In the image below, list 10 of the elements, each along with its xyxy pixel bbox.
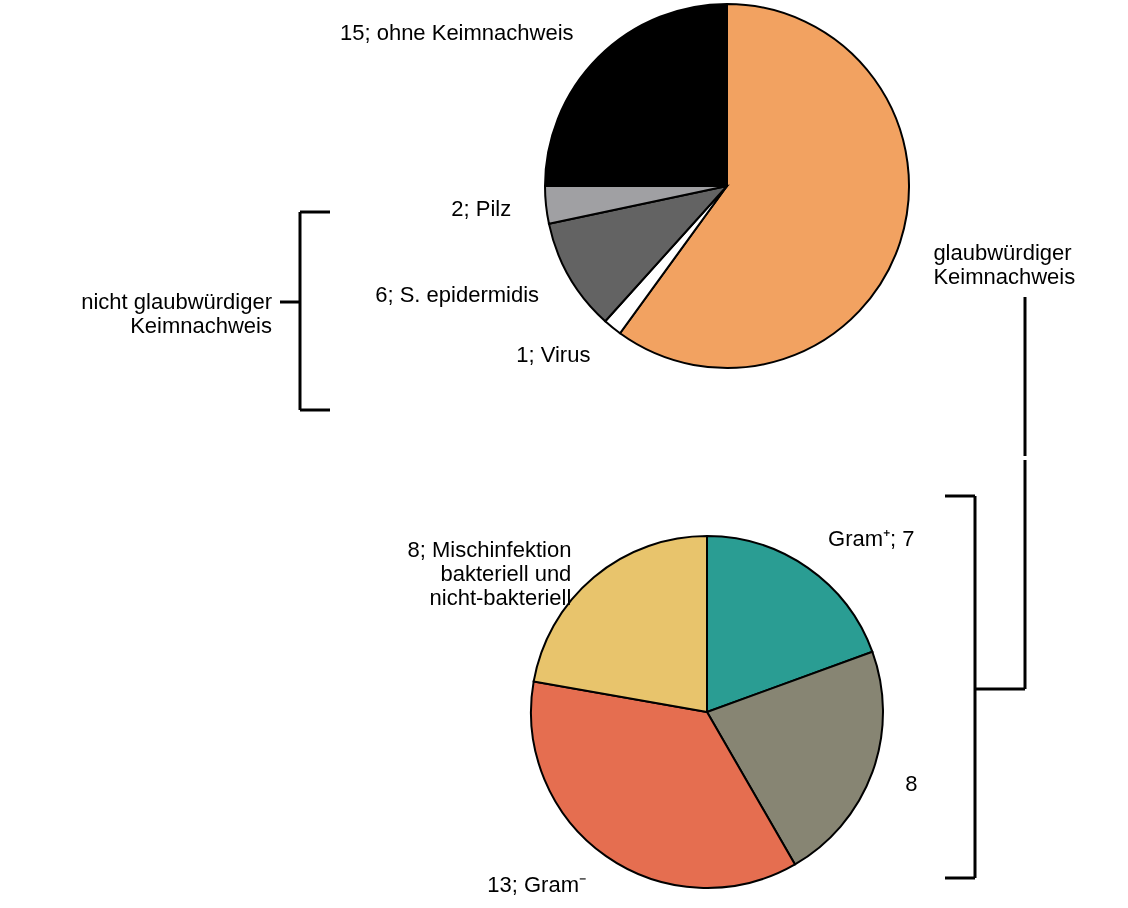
slice-label: glaubwürdiger Keimnachweis	[933, 240, 1076, 290]
slice-label: 2; Pilz	[451, 195, 512, 221]
slice-label: 1; Virus	[516, 341, 591, 367]
slice-label: 8; Mischinfektion bakteriell und nicht-bakteriell	[407, 537, 572, 611]
slice-label: 13; Gram⁻	[487, 871, 586, 897]
slice-label: Gram⁺; 7	[828, 526, 915, 552]
slice-label: 8	[905, 771, 918, 797]
text: nicht glaubwürdiger Keimnachweis	[81, 289, 272, 338]
slice-label: 15; ohne Keimnachweis	[339, 19, 574, 45]
slice-label: 6; S. epidermidis	[375, 281, 540, 307]
